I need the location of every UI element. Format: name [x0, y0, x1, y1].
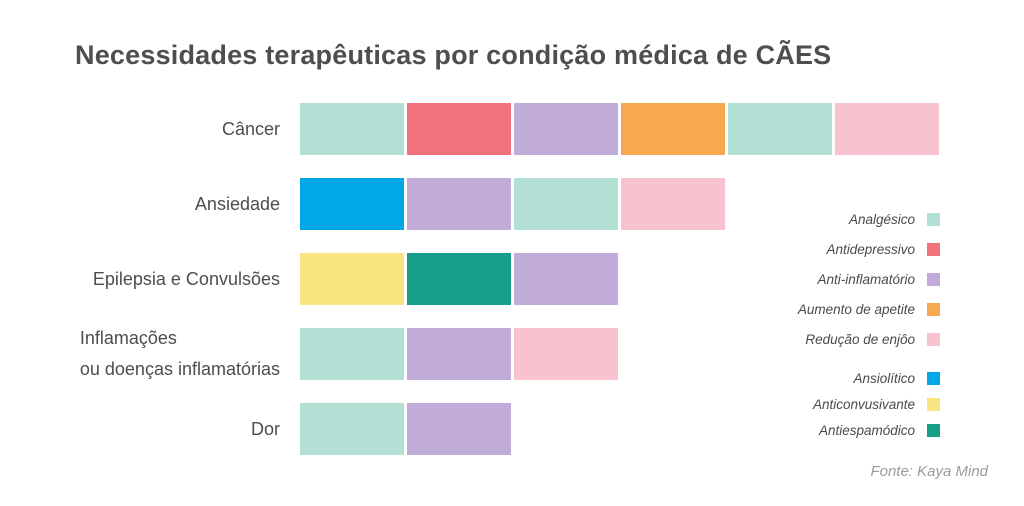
legend-label: Aumento de apetite: [797, 301, 915, 317]
bar-segment-reducao_enjoo: [514, 328, 618, 380]
row-label: Câncer: [221, 118, 280, 139]
row-label: Epilepsia e Convulsões: [92, 268, 280, 289]
bar-2: [300, 178, 725, 230]
legend-label: Antidepressivo: [826, 241, 915, 257]
bar-segment-analgesico: [300, 403, 404, 455]
bar-segment-analgesico: [300, 103, 404, 155]
legend-item-ansiolitico: Ansiolítico: [798, 365, 940, 391]
legend-swatch: [927, 371, 940, 385]
legend-swatch: [927, 242, 940, 256]
legend-label: Ansiolítico: [853, 370, 915, 386]
bar-segment-antiespamodico: [407, 253, 511, 305]
legend-swatch: [927, 397, 940, 411]
bar-segment-analgesico: [300, 328, 404, 380]
bar-segment-anti_inflamatorio: [407, 328, 511, 380]
bar-segment-anti_inflamatorio: [407, 403, 511, 455]
bar-segment-antidepressivo: [407, 103, 511, 155]
chart-title: Necessidades terapêuticas por condição m…: [75, 40, 832, 70]
bar-segment-reducao_enjoo: [621, 178, 725, 230]
bar-segment-reducao_enjoo: [835, 103, 939, 155]
chart-row: Inflamações ou doenças inflamatórias: [0, 328, 1024, 380]
bar-segment-analgesico: [514, 178, 618, 230]
legend-label: Antiespamódico: [818, 422, 915, 438]
legend-label: Redução de enjôo: [805, 331, 915, 347]
bar-segment-analgesico: [728, 103, 832, 155]
source-credit: Fonte: Kaya Mind: [870, 463, 988, 480]
chart-row: Ansiedade: [0, 178, 1024, 230]
legend-item-aumento_apetite: Aumento de apetite: [798, 294, 940, 324]
bar-segment-anti_inflamatorio: [514, 103, 618, 155]
row-label: Dor: [250, 418, 280, 439]
legend-swatch: [927, 212, 940, 226]
row-label: Inflamações ou doenças inflamatórias: [79, 328, 280, 379]
bar-segment-anti_inflamatorio: [407, 178, 511, 230]
legend-item-antiespamodico: Antiespamódico: [798, 417, 940, 443]
bar-segment-ansiolitico: [300, 178, 404, 230]
legend-label: Anti-inflamatório: [817, 271, 915, 287]
legend-swatch: [927, 332, 940, 346]
chart-row: Câncer: [0, 103, 1024, 155]
legend-label: Analgésico: [848, 211, 915, 227]
legend-label: Anticonvusivante: [812, 396, 915, 412]
row-label: Ansiedade: [194, 193, 280, 214]
bar-4: [300, 328, 618, 380]
bar-segment-anticonvusivante: [300, 253, 404, 305]
legend-item-reducao_enjoo: Redução de enjôo: [798, 324, 940, 354]
bar-1: [300, 103, 939, 155]
bar-5: [300, 403, 511, 455]
legend-swatch: [927, 272, 940, 286]
bar-3: [300, 253, 618, 305]
chart-legend: Analgésico Antidepressivo Anti-inflamatóri…: [798, 204, 940, 443]
bar-segment-aumento_apetite: [621, 103, 725, 155]
bar-segment-anti_inflamatorio: [514, 253, 618, 305]
legend-item-anti_inflamatorio: Anti-inflamatório: [798, 264, 940, 294]
legend-item-analgesico: Analgésico: [798, 204, 940, 234]
legend-swatch: [927, 423, 940, 437]
legend-swatch: [927, 302, 940, 316]
legend-item-anticonvusivante: Anticonvusivante: [798, 391, 940, 417]
legend-item-antidepressivo: Antidepressivo: [798, 234, 940, 264]
chart-row: Epilepsia e Convulsões: [0, 253, 1024, 305]
chart-row: Dor: [0, 403, 1024, 455]
